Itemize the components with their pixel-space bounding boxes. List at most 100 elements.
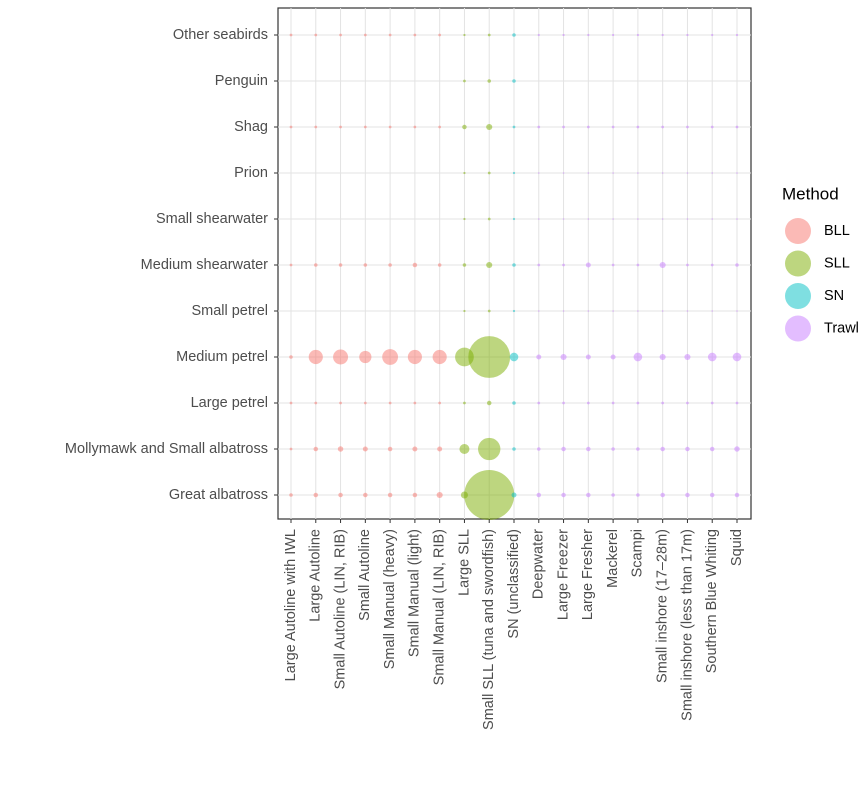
bubble [633, 352, 643, 362]
bubble [661, 125, 665, 129]
x-tick-label: Small inshore (less than 17m) [679, 529, 695, 721]
y-tick-label: Small petrel [191, 303, 268, 319]
bubble [459, 444, 470, 454]
bubble [686, 310, 689, 312]
x-tick-label: Scampi [630, 529, 646, 577]
y-tick-label: Large petrel [191, 395, 268, 411]
bubble [686, 125, 689, 129]
bubble [684, 353, 691, 361]
bubble [363, 263, 368, 267]
bubble [462, 124, 467, 130]
x-tick-label: Deepwater [531, 529, 547, 599]
x-tick-label: SN (unclassified) [506, 529, 522, 639]
bubble [362, 446, 368, 452]
bubble [636, 263, 640, 267]
bubble [339, 33, 342, 37]
bubble [314, 263, 318, 267]
bubble [512, 33, 516, 37]
bubble [686, 263, 689, 267]
bubble [537, 263, 541, 267]
bubble [637, 218, 639, 220]
x-tick-label: Large Autoline with IWL [283, 529, 299, 681]
bubble [562, 218, 565, 220]
bubble [686, 401, 689, 405]
y-tick-label: Great albatross [169, 487, 268, 503]
bubble [437, 446, 443, 452]
bubble [734, 446, 740, 452]
bubble [736, 172, 738, 174]
bubble [314, 33, 318, 37]
bubble [537, 447, 541, 451]
bubble [308, 349, 323, 365]
y-tick-label: Medium shearwater [141, 257, 268, 273]
bubble [711, 172, 714, 174]
bubble [333, 349, 349, 365]
y-tick-label: Other seabirds [173, 27, 268, 43]
bubble [388, 125, 392, 129]
legend-label: SN [824, 288, 844, 304]
bubble [486, 400, 492, 406]
bubble [438, 33, 442, 37]
bubble [432, 349, 447, 365]
bubble [313, 446, 319, 452]
bubble [512, 79, 516, 83]
bubble [611, 125, 615, 129]
legend-label: Trawl [824, 320, 859, 336]
bubble [659, 261, 666, 269]
bubble [463, 171, 466, 175]
x-tick-label: Large SLL [456, 529, 472, 596]
x-tick-label: Small SLL (tuna and swordfish) [481, 529, 497, 730]
bubble [289, 447, 293, 451]
bubble [289, 401, 293, 405]
bubble [659, 353, 666, 361]
bubble [509, 352, 519, 362]
bubble [736, 310, 738, 312]
bubble [661, 401, 665, 405]
bubble [289, 355, 293, 359]
bubble [413, 125, 417, 129]
bubble [562, 172, 565, 174]
x-tick-label: Large Fresher [580, 529, 596, 620]
bubble [585, 262, 591, 268]
bubble [363, 125, 367, 129]
bubble [382, 349, 399, 365]
bubble [586, 446, 591, 452]
legend-title: Method [782, 184, 839, 203]
bubble [587, 310, 590, 312]
x-tick-label: Large Autoline [308, 529, 324, 622]
bubble [412, 492, 418, 498]
bubble [468, 336, 511, 378]
bubble [562, 125, 565, 129]
bubble [338, 263, 343, 267]
bubbles [289, 33, 742, 520]
bubble [586, 401, 590, 405]
y-tick-label: Shag [234, 119, 268, 135]
bubble [289, 125, 293, 129]
bubble [637, 310, 639, 312]
bubble [363, 401, 367, 405]
bubble [711, 310, 714, 312]
bubble [413, 401, 417, 405]
bubble [289, 493, 293, 497]
bubble [562, 263, 565, 267]
bubble [289, 263, 293, 267]
bubble [512, 309, 516, 313]
bubble [587, 33, 590, 37]
bubble [660, 492, 665, 498]
bubble [636, 447, 640, 451]
bubble [710, 401, 714, 405]
bubble [463, 401, 466, 405]
bubble [709, 492, 715, 498]
bubble [412, 262, 418, 268]
bubble [661, 33, 664, 37]
bubble [636, 401, 640, 405]
bubble [512, 217, 516, 221]
bubble [487, 309, 491, 313]
y-tick-label: Small shearwater [156, 211, 268, 227]
bubble [561, 492, 566, 498]
bubble [436, 491, 443, 499]
bubble [407, 349, 422, 365]
bubble [537, 401, 541, 405]
bubble [537, 125, 541, 129]
